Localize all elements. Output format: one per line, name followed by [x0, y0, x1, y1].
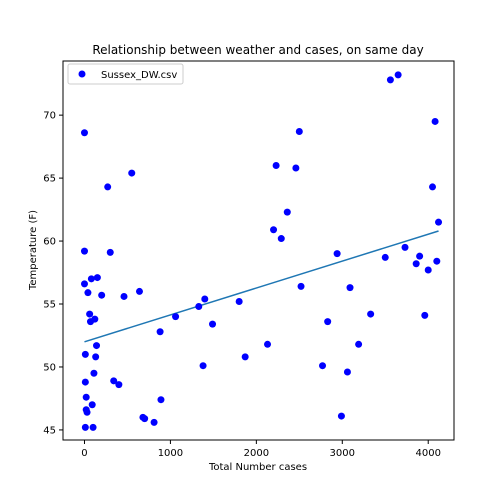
scatter-point [128, 169, 136, 177]
scatter-point [292, 164, 300, 172]
scatter-point [386, 76, 394, 84]
scatter-point [209, 320, 217, 328]
scatter-point [81, 350, 89, 358]
points-layer [80, 71, 443, 431]
scatter-point [80, 247, 88, 255]
x-axis-label: Total Number cases [208, 462, 307, 473]
chart-title: Relationship between weather and cases, … [92, 43, 423, 57]
scatter-point [394, 71, 402, 79]
legend-marker [78, 70, 86, 78]
scatter-point [195, 303, 203, 311]
scatter-point [346, 284, 354, 292]
y-tick-label: 70 [43, 111, 56, 122]
scatter-point [83, 408, 91, 416]
scatter-point [89, 423, 97, 431]
scatter-point [401, 243, 409, 251]
scatter-point [82, 393, 90, 401]
scatter-point [367, 310, 375, 318]
scatter-point [92, 353, 100, 361]
x-tick-label: 4000 [415, 448, 440, 459]
scatter-point [277, 235, 285, 243]
scatter-point [88, 401, 96, 409]
scatter-point [150, 418, 158, 426]
x-tick-label: 1000 [158, 448, 183, 459]
scatter-point [333, 250, 341, 258]
scatter-point [416, 252, 424, 260]
scatter-point [297, 282, 305, 290]
scatter-point [270, 226, 278, 234]
scatter-point [272, 162, 280, 170]
scatter-point [283, 208, 291, 216]
scatter-point [93, 274, 101, 282]
scatter-point [156, 328, 164, 336]
y-tick-label: 60 [43, 237, 56, 248]
trend-line [84, 230, 439, 343]
scatter-point [337, 412, 345, 420]
scatter-point [324, 318, 332, 326]
scatter-point [355, 340, 363, 348]
legend: Sussex_DW.csv [67, 63, 184, 85]
x-tick-label: 0 [81, 448, 87, 459]
scatter-point [412, 260, 420, 268]
scatter-point [343, 368, 351, 376]
plot-frame [62, 60, 455, 441]
scatter-point [81, 378, 89, 386]
scatter-point [431, 117, 439, 125]
scatter-point [172, 313, 180, 321]
scatter-point [381, 253, 389, 261]
y-axis-label: Temperature (F) [28, 210, 39, 291]
scatter-point [80, 129, 88, 137]
scatter-point [433, 257, 441, 265]
scatter-point [110, 377, 118, 385]
scatter-point [141, 415, 149, 423]
scatter-point [241, 353, 249, 361]
scatter-point [87, 275, 95, 283]
legend-box [67, 63, 184, 85]
scatter-point [120, 292, 128, 300]
x-tick-label: 2000 [244, 448, 269, 459]
scatter-point [319, 362, 327, 370]
scatter-point [199, 362, 207, 370]
scatter-point [421, 311, 429, 319]
scatter-point [435, 218, 443, 226]
y-tick-label: 50 [43, 362, 56, 373]
scatter-point [84, 289, 92, 297]
scatter-point [81, 423, 89, 431]
x-tick-label: 3000 [330, 448, 355, 459]
scatter-point [86, 310, 94, 318]
scatter-point [93, 342, 101, 350]
y-tick-label: 65 [43, 174, 56, 185]
legend-label: Sussex_DW.csv [101, 70, 177, 81]
scatter-point [424, 266, 432, 274]
scatter-point [157, 396, 165, 404]
scatter-point [429, 183, 437, 191]
scatter-point [135, 287, 143, 295]
y-tick-label: 45 [43, 425, 56, 436]
plot-area [62, 60, 455, 441]
scatter-point [80, 280, 88, 288]
scatter-point [295, 128, 303, 136]
scatter-point [235, 297, 243, 305]
y-axis: 45 50 55 60 65 70 [43, 111, 63, 436]
scatter-point [90, 369, 98, 377]
y-tick-label: 55 [43, 300, 56, 311]
trend-layer [84, 230, 439, 343]
scatter-point [98, 291, 106, 299]
x-axis: 0 1000 2000 3000 4000 [81, 440, 441, 459]
scatter-point [91, 315, 99, 323]
scatter-point [264, 340, 272, 348]
scatter-point [115, 381, 123, 389]
scatter-point [104, 183, 112, 191]
scatter-point [201, 295, 209, 303]
scatter-point [106, 248, 114, 256]
